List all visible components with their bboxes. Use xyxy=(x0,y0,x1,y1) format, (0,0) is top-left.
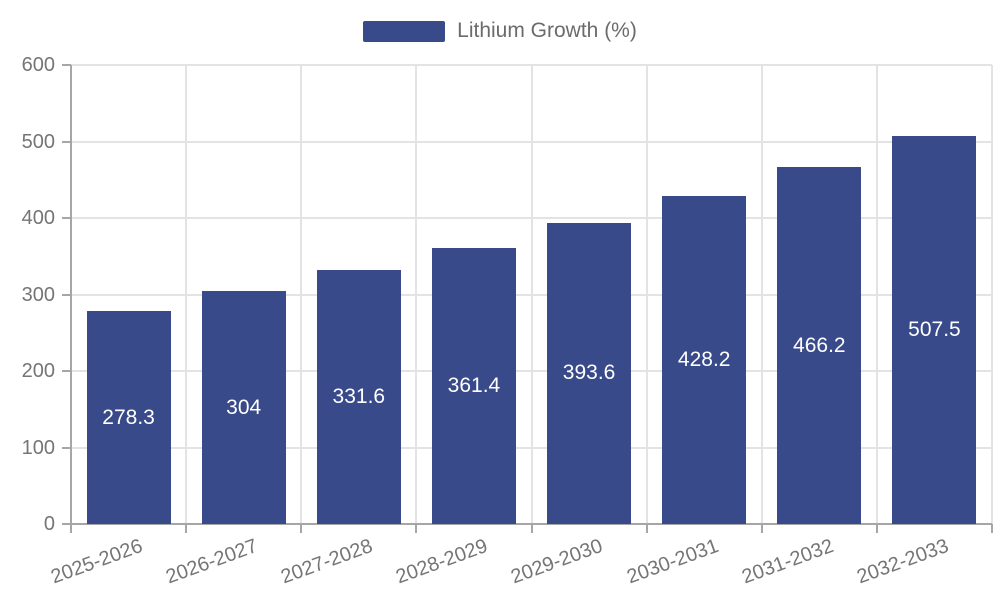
x-tick-0 xyxy=(70,524,72,533)
x-axis-label-2028-2029: 2028-2029 xyxy=(393,534,491,589)
x-axis-label-2027-2028: 2027-2028 xyxy=(278,534,376,589)
x-tick-7 xyxy=(875,524,878,533)
y-axis-label-600: 600 xyxy=(21,54,55,76)
x-tick-1 xyxy=(185,524,188,533)
x-tick-5 xyxy=(645,524,648,533)
y-tick-300 xyxy=(62,293,71,296)
y-axis-label-500: 500 xyxy=(21,130,55,153)
bar-value-label: 393.6 xyxy=(562,361,616,385)
x-axis-label-2032-2033: 2032-2033 xyxy=(853,534,952,589)
y-axis-label-200: 200 xyxy=(21,360,55,382)
y-axis-line xyxy=(70,65,72,524)
gridline-v-8 xyxy=(991,65,993,524)
x-axis-label-2031-2032: 2031-2032 xyxy=(738,534,837,589)
x-tick-4 xyxy=(530,524,533,533)
gridline-v-6 xyxy=(760,65,763,524)
bar-2031-2032[interactable]: 466.2 xyxy=(777,167,862,524)
gridline-v-4 xyxy=(530,65,533,524)
y-axis-label-300: 300 xyxy=(21,283,55,306)
legend-label: Lithium Growth (%) xyxy=(457,19,637,42)
x-axis-label-2025-2026: 2025-2026 xyxy=(48,534,146,589)
gridline-v-7 xyxy=(875,65,878,524)
y-tick-100 xyxy=(62,446,71,449)
bar-value-label: 507.5 xyxy=(908,317,961,341)
y-tick-600 xyxy=(62,64,71,66)
bar-2026-2027[interactable]: 304 xyxy=(201,291,286,524)
gridline-v-3 xyxy=(415,65,418,524)
bar-value-label: 304 xyxy=(226,395,262,419)
y-axis-label-400: 400 xyxy=(21,207,55,229)
bar-value-label: 331.6 xyxy=(332,385,386,409)
bar-value-label: 361.4 xyxy=(447,373,501,397)
bar-2029-2030[interactable]: 393.6 xyxy=(547,222,632,524)
legend-swatch-icon xyxy=(363,20,446,42)
bar-2028-2029[interactable]: 361.4 xyxy=(431,247,516,524)
gridline-v-5 xyxy=(645,65,648,524)
plot-area: 0 100 200 300 400 500 600 278.3 2025-2026 304 2026… xyxy=(22,54,993,588)
bar-2030-2031[interactable]: 428.2 xyxy=(662,196,747,524)
y-tick-500 xyxy=(62,140,71,143)
legend-item[interactable]: Lithium Growth (%) xyxy=(0,19,1000,43)
x-axis-label-2026-2027: 2026-2027 xyxy=(163,534,261,589)
x-axis-label-2030-2031: 2030-2031 xyxy=(623,534,722,589)
x-tick-3 xyxy=(415,524,418,533)
y-tick-400 xyxy=(62,217,71,219)
bar-value-label: 428.2 xyxy=(677,348,731,372)
y-axis-label-100: 100 xyxy=(21,436,55,459)
y-tick-200 xyxy=(62,370,71,372)
gridline-v-2 xyxy=(300,65,303,524)
x-tick-2 xyxy=(300,524,303,533)
y-tick-0 xyxy=(62,523,71,525)
x-axis-label-2029-2030: 2029-2030 xyxy=(508,534,606,589)
bar-value-label: 466.2 xyxy=(793,333,846,357)
y-axis-label-0: 0 xyxy=(43,513,55,535)
bar-2027-2028[interactable]: 331.6 xyxy=(316,270,401,524)
gridline-v-1 xyxy=(185,65,188,524)
bar-2032-2033[interactable]: 507.5 xyxy=(892,135,977,524)
x-tick-8 xyxy=(991,524,993,533)
bar-2025-2026[interactable]: 278.3 xyxy=(86,311,171,524)
bar-value-label: 278.3 xyxy=(102,405,155,429)
x-tick-6 xyxy=(760,524,763,533)
